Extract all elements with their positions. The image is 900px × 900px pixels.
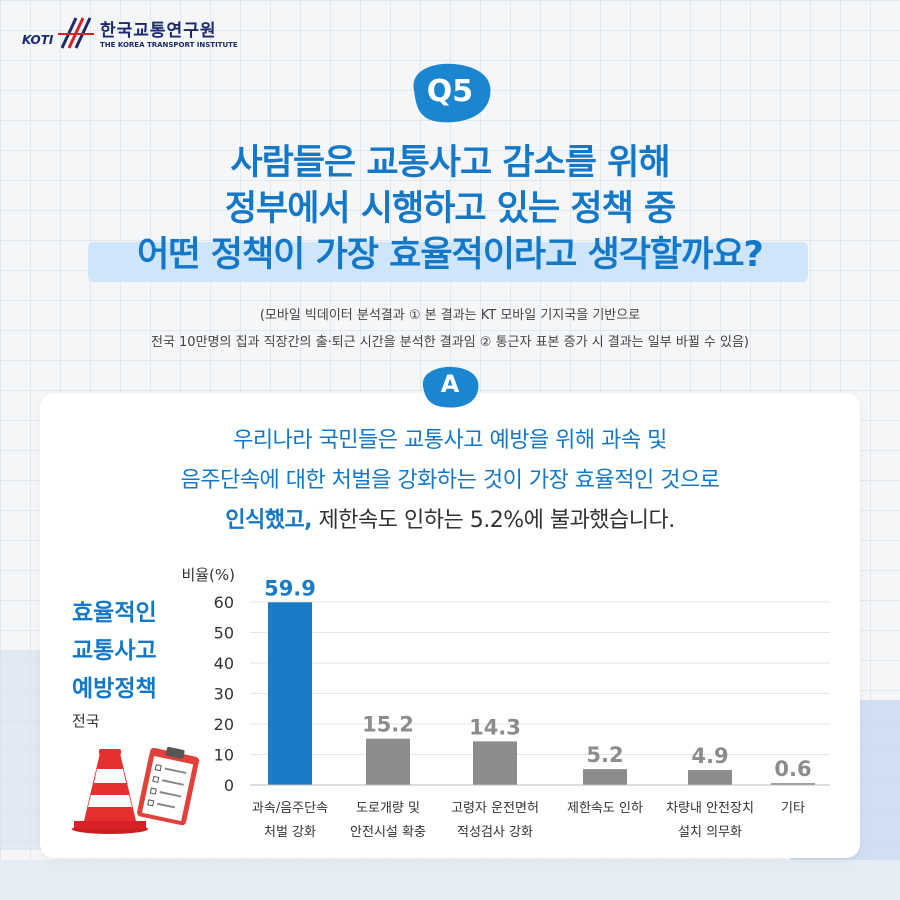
bar-value-label: 59.9: [264, 576, 316, 600]
traffic-cone-icon: [72, 749, 148, 834]
y-tick-label: 10: [214, 746, 234, 765]
chart-bars: [268, 602, 815, 785]
answer-line-3-bold: 인식했고,: [225, 508, 313, 533]
bar: [688, 770, 732, 785]
question-line-1: 사람들은 교통사고 감소를 위해: [230, 143, 670, 183]
answer-line-3-rest: 제한속도 인하는 5.2%에 불과했습니다.: [312, 508, 676, 533]
bar: [583, 769, 627, 785]
answer-line-1: 우리나라 국민들은 교통사고 예방을 위해 과속 및: [40, 421, 860, 461]
answer-line-2-text: 음주단속에 대한 처벌을 강화하는 것이 가장 효율적인 것으로: [180, 468, 720, 493]
answer-badge-blob: [422, 366, 479, 408]
x-category-label: 처벌 강화: [264, 825, 316, 840]
koti-logo-icon: KOTI: [22, 17, 94, 49]
clipboard-checklist-icon: [137, 746, 200, 826]
question-title: 사람들은 교통사고 감소를 위해 정부에서 시행하고 있는 정책 중 어떤 정책…: [40, 140, 860, 278]
y-tick-label: 50: [214, 624, 234, 643]
chart-y-ticks: 0 10 20 30 40 50 60: [214, 593, 234, 795]
chart-region-label: 전국: [72, 712, 100, 730]
bar: [366, 738, 410, 785]
question-line-2: 정부에서 시행하고 있는 정책 중: [224, 189, 676, 229]
side-title-line-2: 교통사고: [72, 638, 157, 664]
question-badge-blob: [413, 63, 491, 123]
y-tick-label: 60: [214, 593, 234, 612]
x-category-label: 고령자 운전면허: [451, 801, 539, 816]
x-category-label: 제한속도 인하: [567, 801, 643, 816]
answer-line-3: 인식했고, 제한속도 인하는 5.2%에 불과했습니다.: [40, 501, 860, 541]
answer-line-1-text: 우리나라 국민들은 교통사고 예방을 위해 과속 및: [233, 428, 667, 453]
answer-line-2: 음주단속에 대한 처벌을 강화하는 것이 가장 효율적인 것으로: [40, 461, 860, 501]
y-tick-label: 30: [214, 685, 234, 704]
x-category-label: 기타: [781, 801, 805, 816]
x-category-label: 안전시설 확충: [350, 825, 426, 840]
chart-value-labels: 59.9 15.2 14.3 5.2 4.9 0.6: [264, 576, 812, 781]
x-category-label: 적성검사 강화: [457, 825, 533, 840]
bar-chart: 비율(%) 0 10 20 30 40 50 60 59.9 15.2 14.3 5.2 4.9 0.…: [181, 566, 830, 840]
bar: [771, 783, 815, 785]
koti-logo: KOTI 한국교통연구원 THE KOREA TRANSPORT INSTITU…: [22, 14, 238, 50]
side-title-line-3: 예방정책: [72, 676, 157, 702]
side-title-line-1: 효율적인: [72, 600, 157, 626]
question-note-1: (모바일 빅데이터 분석결과 ① 본 결과는 KT 모바일 기지국을 기반으로: [259, 308, 641, 323]
y-tick-label: 40: [214, 654, 234, 673]
x-category-label: 설치 의무화: [678, 825, 742, 840]
bar: [473, 741, 517, 785]
title-highlight: [88, 242, 808, 282]
decorative-ground: [0, 860, 900, 900]
bar-value-label: 4.9: [691, 744, 728, 768]
x-category-label: 도로개량 및: [356, 801, 420, 816]
chart-grid: [250, 601, 830, 755]
bar-value-label: 5.2: [586, 743, 623, 767]
question-line-3: 어떤 정책이 가장 효율적이라고 생각할까요?: [137, 235, 764, 275]
bar-value-label: 0.6: [774, 757, 811, 781]
bar-value-label: 14.3: [469, 715, 521, 739]
y-tick-label: 20: [214, 715, 234, 734]
question-note-2: 전국 10만명의 집과 직장간의 출·퇴근 시간을 분석한 결과임 ② 통근자 …: [150, 335, 749, 350]
bar: [268, 602, 312, 785]
bar-value-label: 15.2: [362, 713, 414, 737]
logo-abbr: KOTI: [22, 33, 54, 47]
chart-y-axis-label: 비율(%): [181, 566, 235, 584]
chart-side-title: 효율적인 교통사고 예방정책: [72, 594, 182, 708]
logo-name-en: THE KOREA TRANSPORT INSTITUTE: [100, 40, 238, 49]
logo-name-kr: 한국교통연구원: [100, 20, 217, 41]
answer-badge: A: [440, 370, 460, 398]
x-category-label: 과속/음주단속: [252, 801, 328, 816]
y-tick-label: 0: [224, 776, 234, 795]
question-badge: Q5: [426, 74, 474, 109]
x-category-label: 차량내 안전장치: [666, 801, 754, 816]
